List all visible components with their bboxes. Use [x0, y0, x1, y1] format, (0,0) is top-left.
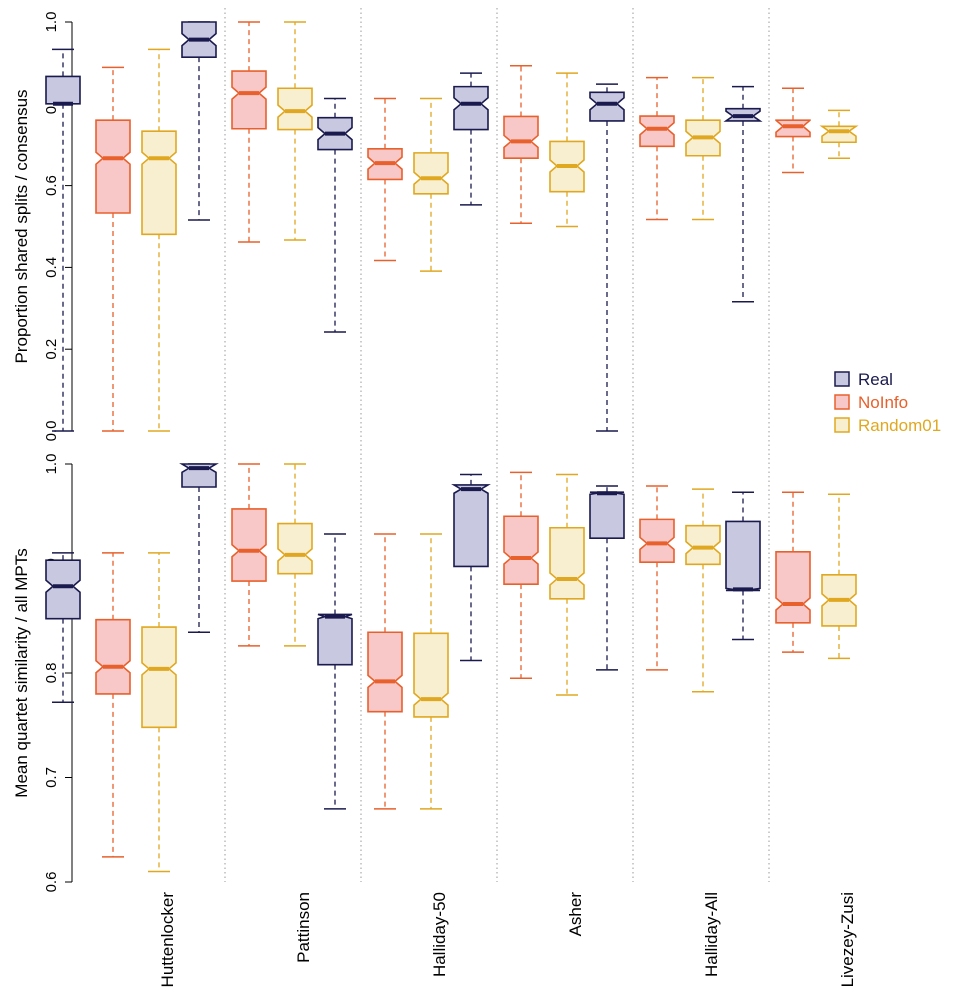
box-random01: [685, 488, 721, 693]
box-body: [775, 119, 811, 138]
box-body: [451, 484, 491, 568]
box-real: [725, 491, 761, 641]
box-random01: [549, 72, 585, 228]
box-noinfo: [503, 471, 539, 679]
legend: Real NoInfo Random01: [834, 370, 941, 435]
y-tick-label: 0.8: [43, 663, 60, 684]
box-real: [317, 533, 353, 810]
box-body: [589, 91, 625, 122]
legend-swatch-noinfo: [834, 394, 850, 410]
box-real: [317, 97, 353, 333]
box-real: [589, 485, 625, 671]
box-body: [367, 631, 403, 713]
legend-label-real: Real: [858, 370, 893, 389]
box-body: [775, 550, 811, 624]
box-real: [45, 48, 81, 432]
y-tick-label: 1.0: [43, 12, 60, 33]
box-random01: [821, 493, 857, 660]
y-tick-label: 0.4: [43, 257, 60, 278]
box-random01: [277, 463, 313, 647]
box-body: [639, 518, 675, 564]
box-random01: [413, 97, 449, 272]
y-tick-label: 0.2: [43, 339, 60, 360]
y-tick-label: 0.0: [43, 421, 60, 442]
box-body: [503, 515, 539, 585]
box-noinfo: [367, 533, 403, 810]
box-random01: [819, 109, 859, 159]
y-tick-label: 0.6: [43, 872, 60, 893]
box-body: [231, 70, 267, 130]
box-noinfo: [367, 97, 403, 262]
box-body: [277, 522, 313, 575]
box-body: [141, 626, 177, 729]
box-noinfo: [231, 463, 267, 647]
box-real: [723, 85, 763, 303]
box-body: [277, 87, 313, 131]
box-body: [685, 524, 721, 566]
box-real: [179, 463, 219, 633]
y-axis-label: Proportion shared splits / consensus: [12, 89, 31, 363]
box-body: [141, 130, 177, 236]
box-noinfo: [503, 65, 539, 224]
box-body: [503, 115, 539, 159]
box-noinfo: [639, 485, 675, 671]
box-body: [413, 152, 449, 195]
box-noinfo: [95, 66, 131, 432]
box-body: [95, 618, 131, 695]
box-body: [639, 115, 675, 148]
box-body: [95, 119, 131, 214]
box-body: [45, 75, 81, 105]
box-real: [589, 83, 625, 432]
box-real: [451, 473, 491, 662]
category-label: Livezey-Zusi: [838, 892, 857, 987]
box-random01: [141, 48, 177, 432]
box-real: [181, 21, 217, 221]
category-label: Asher: [566, 892, 585, 937]
box-body: [725, 520, 761, 592]
y-axis-label: Mean quartet similarity / all MPTs: [12, 548, 31, 797]
legend-swatch-real: [834, 371, 850, 387]
box-body: [45, 559, 81, 620]
legend-label-random01: Random01: [858, 416, 941, 435]
box-body: [231, 508, 267, 582]
box-body: [413, 632, 449, 718]
box-random01: [413, 533, 449, 810]
category-label: Halliday-50: [430, 892, 449, 977]
box-random01: [549, 473, 585, 696]
y-tick-label: 1.0: [43, 454, 60, 475]
box-body: [317, 613, 353, 666]
box-noinfo: [639, 76, 675, 221]
box-random01: [685, 76, 721, 221]
box-random01: [277, 21, 313, 241]
box-body: [453, 85, 489, 131]
category-label: Huttenlocker: [158, 892, 177, 988]
box-noinfo: [775, 87, 811, 174]
y-tick-label: 0.6: [43, 175, 60, 196]
y-tick-label: 0.7: [43, 767, 60, 788]
box-body: [589, 491, 625, 539]
box-noinfo: [95, 552, 131, 858]
box-body: [549, 526, 585, 600]
box-real: [45, 552, 81, 704]
category-label: Pattinson: [294, 892, 313, 963]
category-label: Halliday-All: [702, 892, 721, 977]
box-body: [819, 125, 859, 144]
box-real: [453, 72, 489, 206]
box-random01: [141, 552, 177, 873]
box-noinfo: [775, 491, 811, 653]
legend-swatch-random01: [834, 417, 850, 433]
legend-label-noinfo: NoInfo: [858, 393, 908, 412]
box-noinfo: [231, 21, 267, 243]
